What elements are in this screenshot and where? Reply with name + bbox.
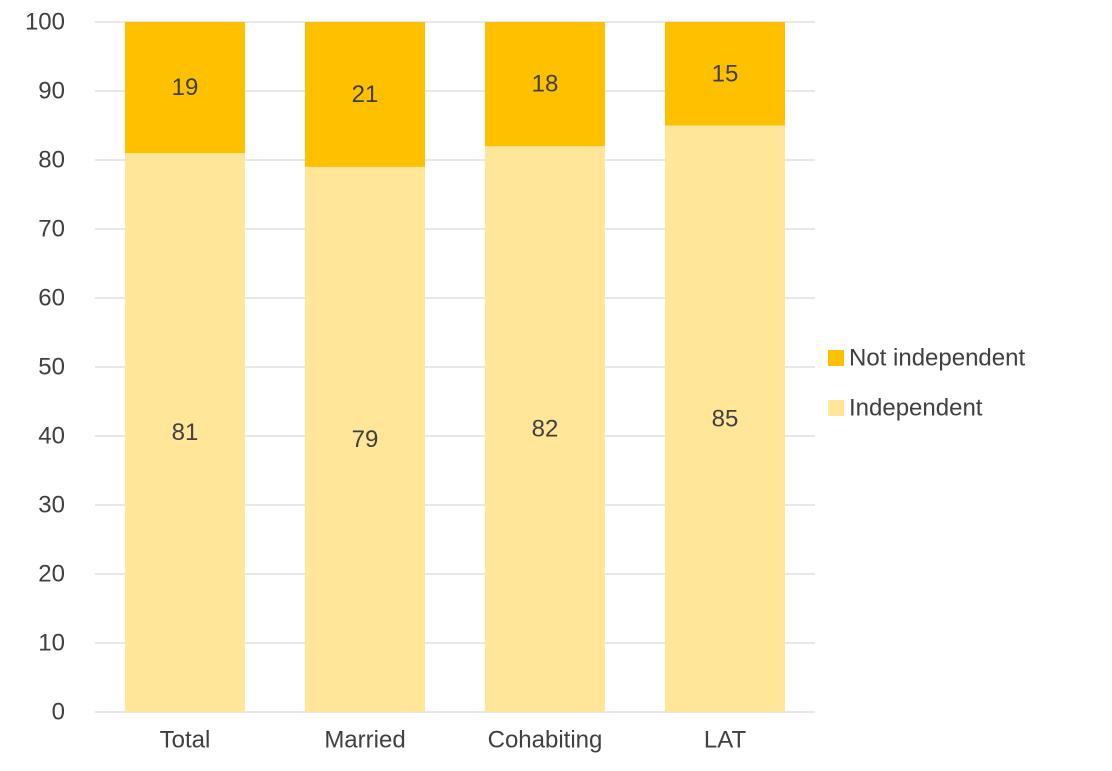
- y-tick-label: 90: [38, 78, 65, 105]
- data-label-independent: 85: [712, 405, 739, 432]
- bar-segment-not-independent: [125, 22, 245, 154]
- bar-segment-independent: [485, 146, 605, 712]
- bar-segment-not-independent: [485, 22, 605, 147]
- y-tick-label: 80: [38, 147, 65, 174]
- x-tick-label: LAT: [704, 727, 747, 754]
- legend-item: Not independent: [828, 345, 1025, 372]
- y-tick-label: 40: [38, 423, 65, 450]
- data-label-not-independent: 21: [352, 81, 379, 108]
- y-tick-label: 0: [52, 699, 65, 726]
- legend-label: Independent: [849, 395, 983, 422]
- bar-segment-independent: [305, 166, 425, 712]
- bar-segment-not-independent: [665, 22, 785, 126]
- legend-swatch: [828, 400, 844, 416]
- x-tick-label: Total: [160, 727, 211, 754]
- data-label-independent: 81: [172, 419, 199, 446]
- y-tick-label: 50: [38, 354, 65, 381]
- data-label-not-independent: 19: [172, 74, 199, 101]
- legend-swatch: [828, 350, 844, 366]
- bar-segment-independent: [665, 125, 785, 712]
- legend-item: Independent: [828, 395, 983, 422]
- bar-segment-not-independent: [305, 22, 425, 167]
- x-axis-tick-labels: Total Married Cohabiting LAT: [160, 727, 747, 754]
- legend: Not independent Independent: [828, 345, 1025, 422]
- y-tick-label: 10: [38, 630, 65, 657]
- y-tick-label: 60: [38, 285, 65, 312]
- x-tick-label: Cohabiting: [488, 727, 603, 754]
- y-tick-label: 70: [38, 216, 65, 243]
- data-label-independent: 79: [352, 426, 379, 453]
- data-label-not-independent: 15: [712, 60, 739, 87]
- data-label-independent: 82: [532, 416, 559, 443]
- legend-label: Not independent: [849, 345, 1025, 372]
- y-tick-label: 20: [38, 561, 65, 588]
- data-labels: 81 19 79 21 82 18 85 15: [172, 60, 739, 453]
- y-axis-tick-labels: 0 10 20 30 40 50 60 70 80 90 100: [25, 9, 65, 726]
- bar-segment-independent: [125, 153, 245, 713]
- y-tick-label: 30: [38, 492, 65, 519]
- y-tick-label: 100: [25, 9, 65, 36]
- data-label-not-independent: 18: [532, 71, 559, 98]
- bars: [125, 22, 785, 713]
- x-tick-label: Married: [324, 727, 405, 754]
